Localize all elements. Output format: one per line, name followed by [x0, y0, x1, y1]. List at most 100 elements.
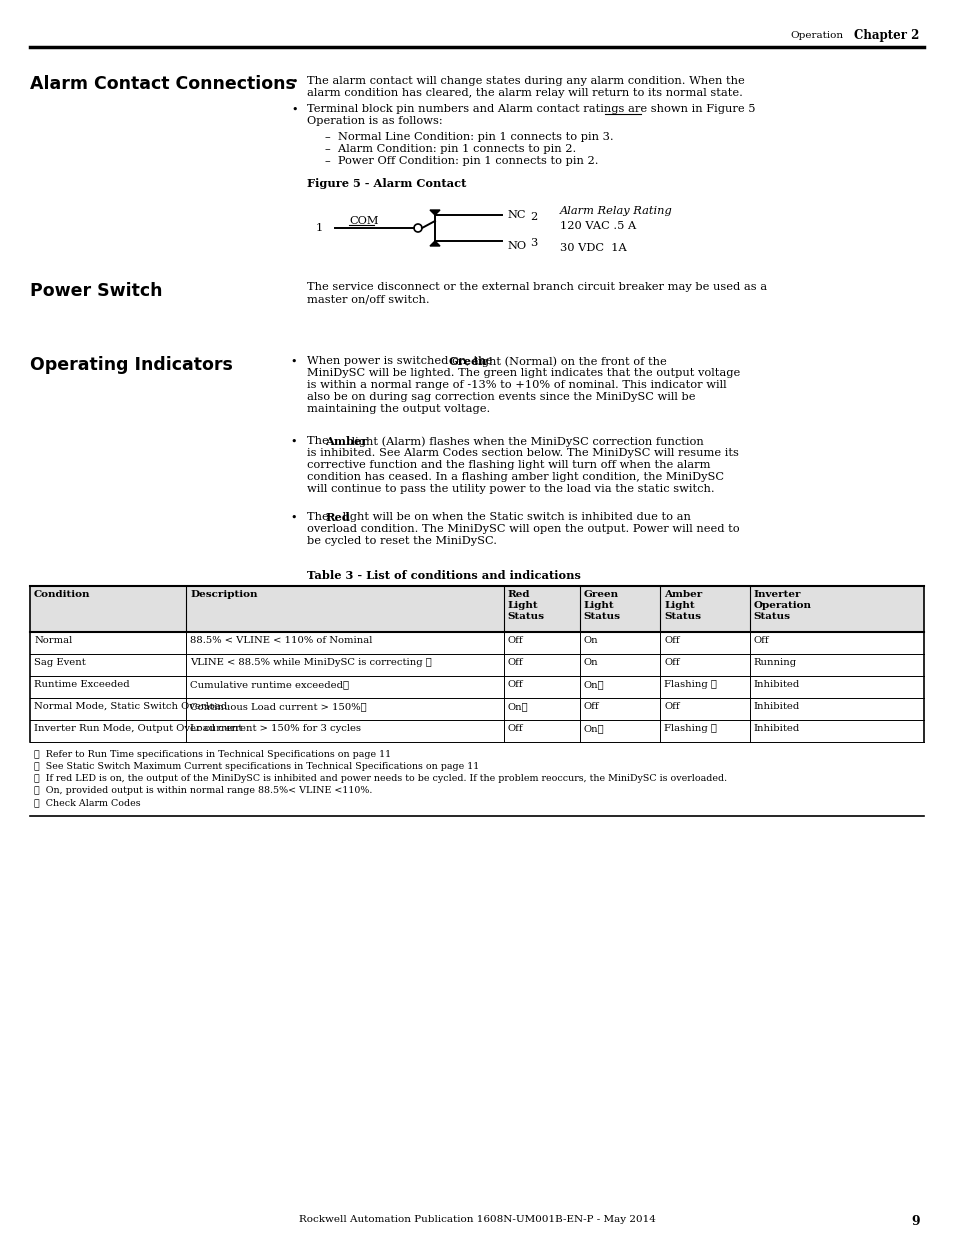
Text: Off: Off — [507, 658, 523, 667]
Text: The: The — [307, 436, 332, 446]
Text: Inverter
Operation
Status: Inverter Operation Status — [753, 590, 811, 621]
Text: Description: Description — [191, 590, 257, 599]
Text: Off: Off — [663, 701, 679, 711]
Text: light will be on when the Static switch is inhibited due to an: light will be on when the Static switch … — [338, 513, 690, 522]
Text: Inhibited: Inhibited — [753, 724, 799, 734]
Text: Operating Indicators: Operating Indicators — [30, 356, 233, 374]
Text: 30 VDC  1A: 30 VDC 1A — [559, 243, 626, 253]
Text: Chapter 2: Chapter 2 — [853, 30, 919, 42]
Bar — [30, 585, 923, 632]
Text: will continue to pass the utility power to the load via the static switch.: will continue to pass the utility power … — [307, 484, 714, 494]
Text: ⓗ  On, provided output is within normal range 88.5%< VLINE <110%.: ⓗ On, provided output is within normal r… — [34, 785, 372, 795]
Bar — [30, 698, 923, 720]
Text: Red
Light
Status: Red Light Status — [507, 590, 544, 621]
Text: Running: Running — [753, 658, 796, 667]
Text: Table 3 - List of conditions and indications: Table 3 - List of conditions and indicat… — [307, 571, 580, 580]
Text: ⓔ  Refer to Run Time specifications in Technical Specifications on page 11: ⓔ Refer to Run Time specifications in Te… — [34, 750, 391, 760]
Text: Off: Off — [583, 701, 598, 711]
Polygon shape — [430, 210, 439, 215]
Text: Green
Light
Status: Green Light Status — [583, 590, 620, 621]
Text: Inhibited: Inhibited — [753, 701, 799, 711]
Text: Off: Off — [753, 636, 768, 645]
Text: Amber
Light
Status: Amber Light Status — [663, 590, 701, 621]
Text: 1: 1 — [315, 224, 323, 233]
Text: •: • — [292, 105, 298, 115]
Text: Onⓕ: Onⓕ — [583, 680, 604, 689]
Text: Onⓗ: Onⓗ — [583, 724, 604, 734]
Text: Alarm Contact Connections: Alarm Contact Connections — [30, 75, 295, 93]
Text: ⓖ  If red LED is on, the output of the MiniDySC is inhibited and power needs to : ⓖ If red LED is on, the output of the Mi… — [34, 774, 726, 783]
Text: be cycled to reset the MiniDySC.: be cycled to reset the MiniDySC. — [307, 536, 497, 546]
Text: •: • — [292, 77, 298, 86]
Text: Inverter Run Mode, Output Over current: Inverter Run Mode, Output Over current — [34, 724, 242, 734]
Text: maintaining the output voltage.: maintaining the output voltage. — [307, 404, 490, 414]
Text: Sag Event: Sag Event — [34, 658, 86, 667]
Text: –  Power Off Condition: pin 1 connects to pin 2.: – Power Off Condition: pin 1 connects to… — [325, 156, 598, 165]
Text: Cumulative runtime exceededⓕ: Cumulative runtime exceededⓕ — [191, 680, 349, 689]
Text: light (Alarm) flashes when the MiniDySC correction function: light (Alarm) flashes when the MiniDySC … — [348, 436, 703, 447]
Text: COM: COM — [349, 216, 378, 226]
Text: Alarm Relay Rating: Alarm Relay Rating — [559, 206, 672, 216]
Bar — [30, 655, 923, 676]
Text: Continuous Load current > 150%ⓖ: Continuous Load current > 150%ⓖ — [191, 701, 367, 711]
Text: Off: Off — [663, 658, 679, 667]
Text: corrective function and the flashing light will turn off when the alarm: corrective function and the flashing lig… — [307, 459, 710, 471]
Text: overload condition. The MiniDySC will open the output. Power will need to: overload condition. The MiniDySC will op… — [307, 524, 739, 534]
Bar — [30, 720, 923, 742]
Text: also be on during sag correction events since the MiniDySC will be: also be on during sag correction events … — [307, 391, 695, 403]
Text: master on/off switch.: master on/off switch. — [307, 294, 429, 304]
Polygon shape — [430, 241, 439, 246]
Text: •: • — [291, 513, 297, 522]
Text: Condition: Condition — [34, 590, 91, 599]
Text: When power is switched on, the: When power is switched on, the — [307, 356, 496, 366]
Text: is inhibited. See Alarm Codes section below. The MiniDySC will resume its: is inhibited. See Alarm Codes section be… — [307, 448, 739, 458]
Text: On: On — [583, 636, 598, 645]
Text: Off: Off — [507, 724, 523, 734]
Text: Flashing ⓘ: Flashing ⓘ — [663, 724, 717, 734]
Text: Runtime Exceeded: Runtime Exceeded — [34, 680, 130, 689]
Text: Inhibited: Inhibited — [753, 680, 799, 689]
Text: Normal: Normal — [34, 636, 72, 645]
Text: On: On — [583, 658, 598, 667]
Text: VLINE < 88.5% while MiniDySC is correcting ⓔ: VLINE < 88.5% while MiniDySC is correcti… — [191, 658, 432, 667]
Text: Green: Green — [448, 356, 486, 367]
Text: Off: Off — [507, 636, 523, 645]
Text: Terminal block pin numbers and Alarm contact ratings are shown in Figure 5: Terminal block pin numbers and Alarm con… — [307, 104, 755, 114]
Text: Operation: Operation — [789, 32, 842, 41]
Text: alarm condition has cleared, the alarm relay will return to its normal state.: alarm condition has cleared, the alarm r… — [307, 88, 742, 98]
Text: Normal Mode, Static Switch Overload: Normal Mode, Static Switch Overload — [34, 701, 227, 711]
Bar — [30, 676, 923, 698]
Text: Amber: Amber — [325, 436, 367, 447]
Text: 88.5% < VLINE < 110% of Nominal: 88.5% < VLINE < 110% of Nominal — [191, 636, 373, 645]
Text: NO: NO — [506, 241, 525, 251]
Text: 9: 9 — [910, 1215, 919, 1228]
Text: Figure 5 - Alarm Contact: Figure 5 - Alarm Contact — [307, 178, 466, 189]
Text: MiniDySC will be lighted. The green light indicates that the output voltage: MiniDySC will be lighted. The green ligh… — [307, 368, 740, 378]
Text: Red: Red — [325, 513, 350, 522]
Text: The service disconnect or the external branch circuit breaker may be used as a: The service disconnect or the external b… — [307, 282, 766, 291]
Text: 3: 3 — [530, 238, 537, 248]
Text: NC: NC — [506, 210, 525, 220]
Text: Load current > 150% for 3 cycles: Load current > 150% for 3 cycles — [191, 724, 361, 734]
Text: Flashing ⓖ: Flashing ⓖ — [663, 680, 717, 689]
Text: ⓕ  See Static Switch Maximum Current specifications in Technical Specifications : ⓕ See Static Switch Maximum Current spec… — [34, 762, 478, 771]
Text: •: • — [291, 357, 297, 367]
Text: is within a normal range of -13% to +10% of nominal. This indicator will: is within a normal range of -13% to +10%… — [307, 380, 726, 390]
Text: –  Alarm Condition: pin 1 connects to pin 2.: – Alarm Condition: pin 1 connects to pin… — [325, 144, 576, 154]
Text: The alarm contact will change states during any alarm condition. When the: The alarm contact will change states dur… — [307, 77, 744, 86]
Text: condition has ceased. In a flashing amber light condition, the MiniDySC: condition has ceased. In a flashing ambe… — [307, 472, 723, 482]
Text: ⓘ  Check Alarm Codes: ⓘ Check Alarm Codes — [34, 798, 140, 806]
Text: The: The — [307, 513, 332, 522]
Text: •: • — [291, 437, 297, 447]
Bar — [30, 632, 923, 655]
Text: –  Normal Line Condition: pin 1 connects to pin 3.: – Normal Line Condition: pin 1 connects … — [325, 132, 613, 142]
Text: Off: Off — [507, 680, 523, 689]
Text: light (Normal) on the front of the: light (Normal) on the front of the — [471, 356, 666, 367]
Text: Rockwell Automation Publication 1608N-UM001B-EN-P - May 2014: Rockwell Automation Publication 1608N-UM… — [298, 1215, 655, 1224]
Text: 2: 2 — [530, 212, 537, 222]
Text: Onⓖ: Onⓖ — [507, 701, 528, 711]
Text: 120 VAC .5 A: 120 VAC .5 A — [559, 221, 636, 231]
Text: Off: Off — [663, 636, 679, 645]
Text: Power Switch: Power Switch — [30, 282, 162, 300]
Text: Operation is as follows:: Operation is as follows: — [307, 116, 442, 126]
